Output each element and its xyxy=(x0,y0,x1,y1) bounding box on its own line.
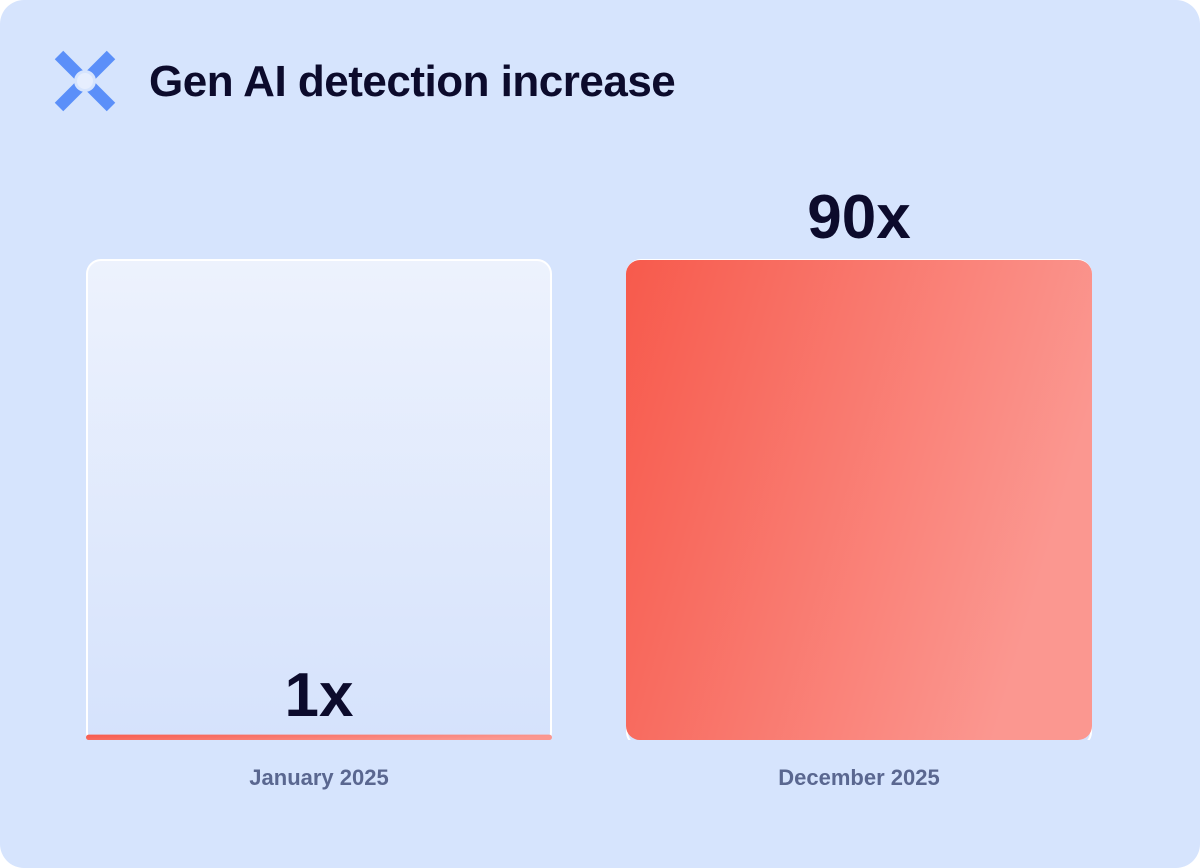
category-label: January 2025 xyxy=(249,765,388,790)
chart-title: Gen AI detection increase xyxy=(149,57,676,106)
category-label: December 2025 xyxy=(778,765,939,790)
data-label: 90x xyxy=(807,183,911,252)
baseline-mask xyxy=(85,740,553,750)
data-label: 1x xyxy=(285,661,354,730)
bar xyxy=(626,260,1092,740)
baseline-mask xyxy=(625,740,1093,750)
x-cross-logo-icon xyxy=(54,50,116,112)
bar xyxy=(86,734,552,740)
